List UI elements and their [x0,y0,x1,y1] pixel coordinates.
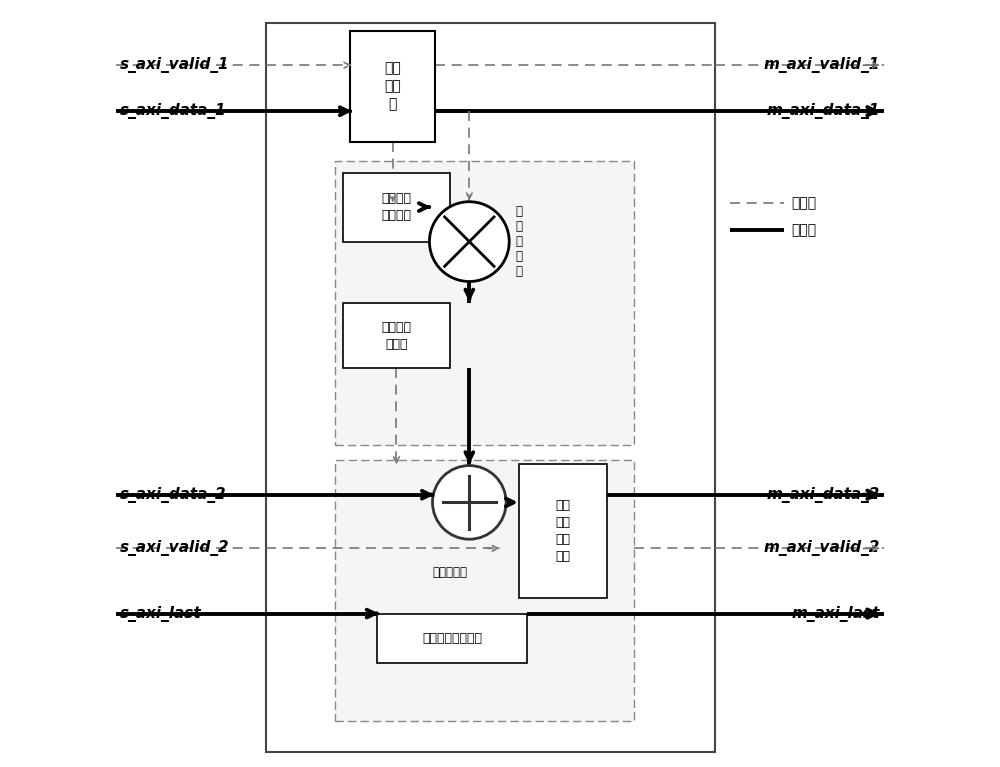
Text: m_axi_data_2: m_axi_data_2 [766,487,880,502]
Text: s_axi_data_2: s_axi_data_2 [120,487,227,502]
Text: 控制流: 控制流 [791,196,817,210]
Text: 第二控制寄存器组: 第二控制寄存器组 [422,632,482,645]
Text: m_axi_valid_1: m_axi_valid_1 [763,58,880,73]
Bar [335,460,634,721]
Text: 乘法输出
寄存器: 乘法输出 寄存器 [381,321,411,351]
Text: 加法
输出
寄存
器组: 加法 输出 寄存 器组 [556,499,571,563]
Text: m_axi_last: m_axi_last [791,606,880,621]
Bar [335,161,634,445]
Text: 第
二
乘
法
器: 第 二 乘 法 器 [515,205,522,278]
Circle shape [433,466,506,539]
Text: s_axi_data_1: s_axi_data_1 [120,104,227,119]
Text: s_axi_valid_2: s_axi_valid_2 [120,541,230,556]
Text: 第一加法器: 第一加法器 [433,566,468,579]
Bar [343,303,450,368]
Text: 数据流: 数据流 [791,223,817,237]
Text: m_axi_data_1: m_axi_data_1 [766,104,880,119]
Text: 第二系数
存储单元: 第二系数 存储单元 [381,192,411,222]
Text: s_axi_last: s_axi_last [120,606,202,621]
Circle shape [429,202,509,281]
Text: m_axi_valid_2: m_axi_valid_2 [763,541,880,556]
Bar [377,614,527,663]
Bar [343,173,450,242]
Bar [350,31,435,142]
Text: 缓冲
移位
器: 缓冲 移位 器 [384,61,401,112]
Bar [519,464,607,598]
Text: s_axi_valid_1: s_axi_valid_1 [120,58,230,73]
Bar [266,23,715,752]
